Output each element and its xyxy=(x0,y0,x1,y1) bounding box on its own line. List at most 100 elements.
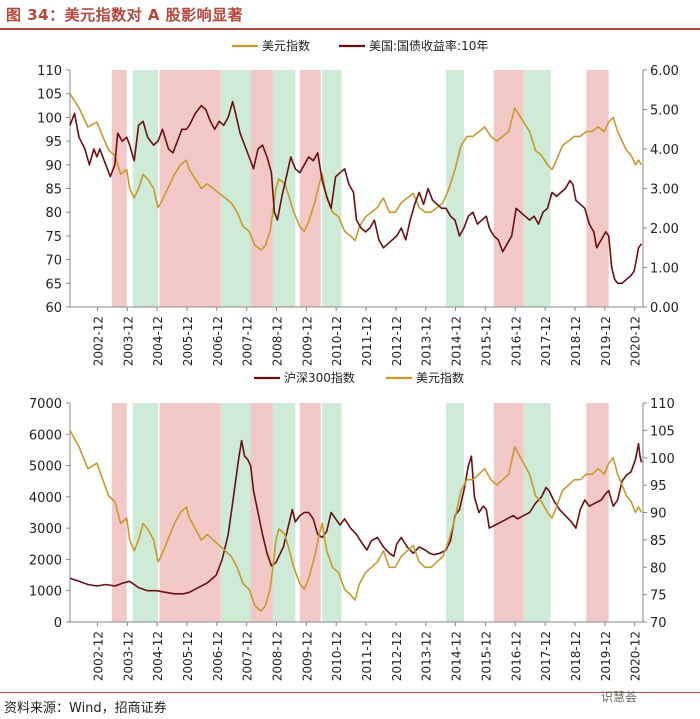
right-tick-label-6: 100 xyxy=(650,452,675,467)
x-tick-label-12: 2014-12 xyxy=(450,631,464,681)
left-tick-label-8: 100 xyxy=(37,111,62,126)
shaded-period-2 xyxy=(159,403,221,622)
x-tick-label-13: 2015-12 xyxy=(479,631,493,681)
x-tick-label-16: 2018-12 xyxy=(569,316,583,366)
left-tick-label-0: 0 xyxy=(54,616,62,631)
right-tick-label-1: 1.00 xyxy=(650,262,679,277)
left-tick-label-3: 3000 xyxy=(29,522,62,537)
x-tick-label-1: 2003-12 xyxy=(121,316,135,366)
left-tick-label-5: 85 xyxy=(45,183,62,198)
x-tick-label-4: 2006-12 xyxy=(211,631,225,681)
x-tick-label-11: 2013-12 xyxy=(420,631,434,681)
right-tick-label-2: 2.00 xyxy=(650,222,679,237)
x-tick-label-8: 2010-12 xyxy=(330,316,344,366)
left-tick-label-0: 60 xyxy=(45,301,62,316)
x-tick-label-3: 2005-12 xyxy=(181,631,195,681)
left-tick-label-6: 90 xyxy=(45,159,62,174)
series-line-1 xyxy=(69,430,643,612)
right-tick-label-7: 105 xyxy=(650,424,675,439)
left-tick-label-5: 5000 xyxy=(29,460,62,475)
x-tick-label-0: 2002-12 xyxy=(91,316,105,366)
shaded-period-10 xyxy=(523,403,551,622)
x-tick-label-2: 2004-12 xyxy=(151,316,165,366)
left-tick-label-3: 75 xyxy=(45,230,62,245)
shaded-period-4 xyxy=(250,70,273,307)
shaded-period-0 xyxy=(111,403,127,622)
series-line-1 xyxy=(69,100,643,285)
left-tick-label-2: 2000 xyxy=(29,553,62,568)
legend-label-1: 美国:国债收益率:10年 xyxy=(369,38,488,53)
series-line-0 xyxy=(69,93,643,251)
shaded-period-11 xyxy=(586,403,609,622)
x-tick-label-15: 2017-12 xyxy=(539,631,553,681)
right-tick-label-5: 95 xyxy=(650,479,667,494)
x-tick-label-5: 2007-12 xyxy=(241,316,255,366)
x-tick-label-15: 2017-12 xyxy=(539,316,553,366)
right-tick-label-4: 4.00 xyxy=(650,143,679,158)
x-tick-label-14: 2016-12 xyxy=(509,631,523,681)
shaded-period-4 xyxy=(250,403,273,622)
left-tick-label-1: 1000 xyxy=(29,585,62,600)
right-tick-label-3: 85 xyxy=(650,534,667,549)
right-tick-label-5: 5.00 xyxy=(650,104,679,119)
left-tick-label-2: 70 xyxy=(45,254,62,269)
x-tick-label-6: 2008-12 xyxy=(271,316,285,366)
legend-label-0: 美元指数 xyxy=(262,38,310,53)
right-tick-label-8: 110 xyxy=(650,397,675,412)
footer-rule xyxy=(0,692,700,693)
left-tick-label-1: 65 xyxy=(45,277,62,292)
x-tick-label-10: 2012-12 xyxy=(390,631,404,681)
right-tick-label-6: 6.00 xyxy=(650,64,679,79)
right-tick-label-0: 0.00 xyxy=(650,301,679,316)
right-tick-label-3: 3.00 xyxy=(650,183,679,198)
left-tick-label-10: 110 xyxy=(37,64,62,79)
left-tick-label-4: 4000 xyxy=(29,491,62,506)
x-tick-label-14: 2016-12 xyxy=(509,316,523,366)
x-tick-label-13: 2015-12 xyxy=(479,316,493,366)
shaded-period-8 xyxy=(446,70,464,307)
x-tick-label-8: 2010-12 xyxy=(330,631,344,681)
left-tick-label-4: 80 xyxy=(45,206,62,221)
source-note: 资料来源：Wind，招商证券 xyxy=(4,701,167,716)
series-line-0 xyxy=(69,439,643,595)
shaded-period-6 xyxy=(299,70,321,307)
shaded-period-3 xyxy=(220,70,251,307)
x-tick-label-11: 2013-12 xyxy=(420,316,434,366)
shaded-period-5 xyxy=(272,403,296,622)
x-tick-label-17: 2019-12 xyxy=(599,316,613,366)
shaded-period-9 xyxy=(493,403,524,622)
shaded-period-3 xyxy=(220,403,251,622)
shaded-period-9 xyxy=(493,70,524,307)
x-tick-label-2: 2004-12 xyxy=(151,631,165,681)
shaded-period-6 xyxy=(299,403,321,622)
x-tick-label-0: 2002-12 xyxy=(91,631,105,681)
right-tick-label-4: 90 xyxy=(650,507,667,522)
left-tick-label-6: 6000 xyxy=(29,428,62,443)
x-tick-label-6: 2008-12 xyxy=(271,631,285,681)
x-tick-label-12: 2014-12 xyxy=(450,316,464,366)
chart-usd-vs-treasury: 60 65 70 75 80 85 90 95 100 105 110 0.00 1.00 2.00 3.0… xyxy=(37,38,679,366)
x-tick-label-18: 2020-12 xyxy=(629,631,643,681)
shaded-period-0 xyxy=(111,70,127,307)
figure-title: 图 34：美元指数对 A 股影响显著 xyxy=(6,6,244,24)
x-tick-label-5: 2007-12 xyxy=(241,631,255,681)
left-tick-label-7: 7000 xyxy=(29,397,62,412)
right-tick-label-0: 70 xyxy=(650,616,667,631)
x-tick-label-18: 2020-12 xyxy=(629,316,643,366)
shaded-period-8 xyxy=(446,403,464,622)
title-rule xyxy=(0,28,700,30)
x-tick-label-4: 2006-12 xyxy=(211,316,225,366)
x-tick-label-7: 2009-12 xyxy=(300,316,314,366)
shaded-period-7 xyxy=(322,70,342,307)
x-tick-label-7: 2009-12 xyxy=(300,631,314,681)
left-tick-label-9: 105 xyxy=(37,88,62,103)
x-tick-label-16: 2018-12 xyxy=(569,631,583,681)
x-tick-label-1: 2003-12 xyxy=(121,631,135,681)
left-tick-label-7: 95 xyxy=(45,135,62,150)
chart-csi300-vs-usd: 0 1000 2000 3000 4000 5000 6000 7000 70 75 80 85 90 9… xyxy=(29,370,675,681)
shaded-period-11 xyxy=(586,70,609,307)
right-tick-label-1: 75 xyxy=(650,589,667,604)
legend-label-0: 沪深300指数 xyxy=(284,370,355,385)
shaded-period-10 xyxy=(523,70,551,307)
legend-label-1: 美元指数 xyxy=(416,370,464,385)
